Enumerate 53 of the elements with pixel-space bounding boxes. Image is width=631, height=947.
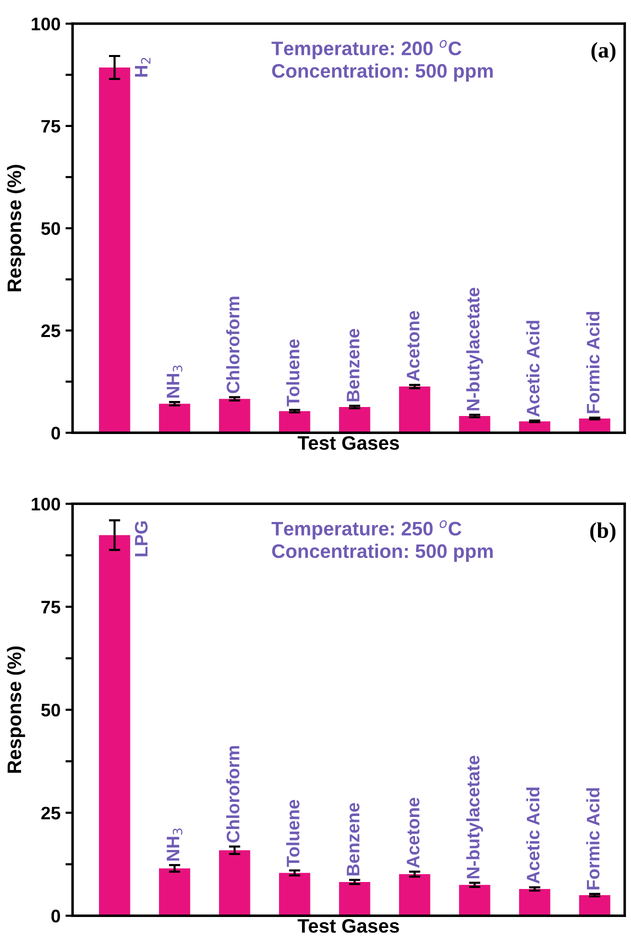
y-tick-label: 100 (32, 18, 60, 30)
annotation: (a) (591, 42, 616, 62)
annotation: Temperature: 200 $^{o}$C Concentration: 500 ppm (272, 40, 493, 82)
bar (459, 416, 490, 433)
bar (579, 418, 610, 433)
bar (579, 895, 610, 916)
x-tick-label: Toluene (286, 339, 300, 406)
x-tick-label: H$_{2}$ (135, 58, 150, 77)
y-tick-label: 25 (41, 806, 60, 820)
y-tick-label: 75 (41, 600, 60, 614)
bar (158, 868, 190, 916)
x-tick-label: Formic Acid (586, 788, 600, 890)
x-tick-label: NH$_{3}$ (166, 828, 182, 861)
y-tick-label: 50 (41, 222, 60, 235)
annotation: (b) (590, 522, 616, 542)
x-tick-label: N-butylacetate (466, 756, 484, 878)
bar (219, 398, 250, 433)
y-tick-label: 25 (41, 324, 60, 338)
x-tick-label: N-butylacetate (466, 288, 484, 410)
x-tick-label: Benzene (346, 802, 360, 876)
x-tick-label: Toluene (286, 800, 300, 867)
y-tick-label: 0 (51, 910, 60, 922)
y-tick-label: 0 (51, 426, 60, 440)
bar (279, 872, 310, 916)
annotation: Temperature: 250 $^{o}$C Concentration: 500 ppm (272, 520, 493, 562)
y-axis-title: Response (%) (6, 164, 26, 292)
x-tick-label: Formic Acid (586, 312, 600, 414)
bar (98, 67, 130, 433)
bar (98, 535, 130, 916)
x-tick-label: Acetic Acid (526, 320, 540, 417)
y-tick-label: 100 (32, 498, 60, 511)
x-tick-label: Acetone (406, 798, 420, 868)
y-tick-label: 75 (41, 120, 60, 133)
x-tick-label: Benzene (346, 328, 360, 402)
bar (399, 874, 430, 916)
x-tick-label: Chloroform (226, 746, 240, 843)
x-tick-label: LPG (134, 521, 148, 556)
y-tick-label: 50 (41, 704, 60, 716)
bar (459, 884, 490, 916)
x-tick-label: Acetone (406, 311, 420, 382)
x-axis-title: Test Gases (298, 436, 399, 450)
y-axis-title: Response (%) (6, 646, 26, 773)
bar (219, 850, 250, 916)
bar (519, 888, 550, 916)
x-axis-title: Test Gases (298, 919, 399, 933)
x-tick-label: NH$_{3}$ (166, 366, 182, 398)
bar (399, 386, 430, 433)
bar (279, 411, 310, 433)
x-tick-label: Chloroform (226, 296, 240, 394)
bar (339, 882, 370, 916)
bar (158, 404, 190, 433)
bar (339, 407, 370, 433)
x-tick-label: Acetic Acid (526, 788, 540, 884)
